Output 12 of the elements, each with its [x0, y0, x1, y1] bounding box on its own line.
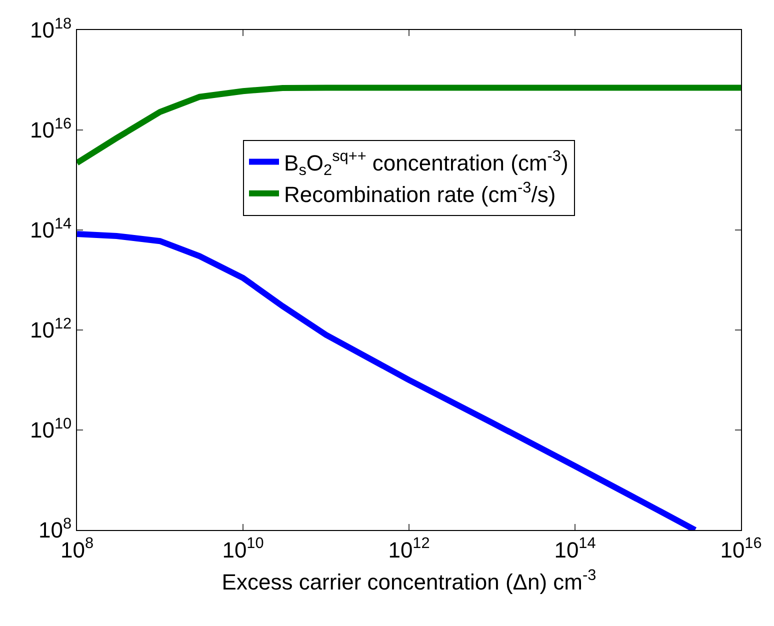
- legend-label: Recombination rate (cm$^{-3}$/s): [284, 180, 556, 207]
- y-tick-label: 10$^{10}$: [30, 415, 72, 443]
- y-tick-label: 10$^{16}$: [30, 115, 72, 143]
- legend-label: B$_{s}$O$_{2}$$^{sq++}$ concentration (cm$^{-3}$): [284, 148, 568, 179]
- y-tick-label: 10$^{14}$: [30, 215, 72, 243]
- x-tick-label: 10$^{16}$: [720, 535, 762, 562]
- y-tick-label: 10$^{18}$: [30, 15, 72, 43]
- x-tick-label: 10$^{10}$: [222, 535, 264, 562]
- x-tick-label: 10$^{12}$: [388, 535, 430, 562]
- y-tick-label: 10$^{12}$: [30, 315, 72, 343]
- x-tick-label: 10$^{14}$: [554, 535, 596, 562]
- x-axis-title: Excess carrier concentration (Δn) cm$^{-3}$: [222, 567, 596, 594]
